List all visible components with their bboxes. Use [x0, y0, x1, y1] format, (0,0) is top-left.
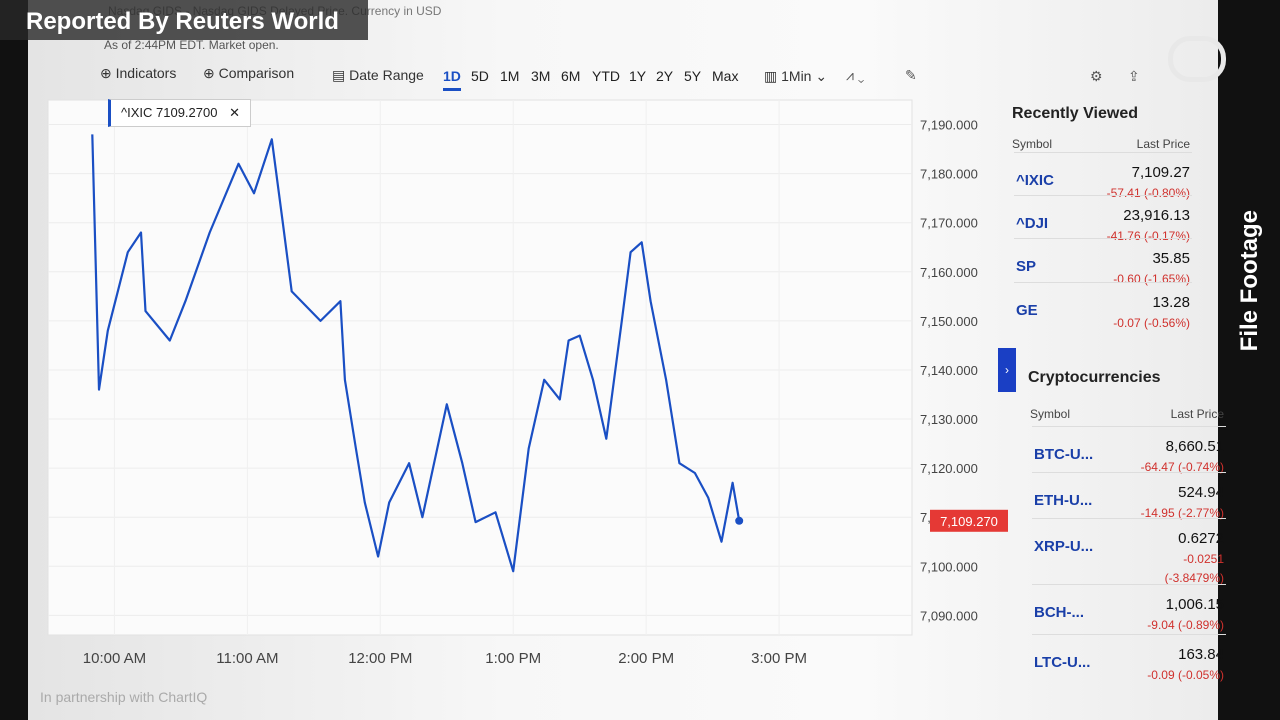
last-price: 1,006.15	[1165, 596, 1224, 613]
symbol-link[interactable]: SP	[1016, 258, 1037, 275]
symbol-link[interactable]: XRP-U...	[1034, 538, 1094, 555]
series-legend: ^IXIC 7109.2700 ✕	[108, 99, 251, 127]
x-tick-label: 10:00 AM	[83, 650, 146, 667]
symbol-link[interactable]: GE	[1016, 302, 1038, 319]
crypto-title: Cryptocurrencies	[1028, 369, 1161, 386]
interval-label: 1Min	[781, 68, 812, 84]
legend-close[interactable]: ✕	[229, 105, 240, 120]
x-tick-label: 11:00 AM	[216, 650, 278, 667]
x-tick-label: 3:00 PM	[751, 650, 807, 667]
last-price: 163.84	[1178, 646, 1224, 663]
range-button[interactable]: Max	[712, 68, 739, 84]
symbol-link[interactable]: ^DJI	[1016, 215, 1049, 232]
footer-note: In partnership with ChartIQ	[40, 689, 208, 705]
last-price-label: 7,109.270	[940, 514, 998, 529]
date-range-button[interactable]: ▤ Date Range	[332, 67, 424, 83]
market-status: As of 2:44PM EDT. Market open.	[104, 38, 279, 52]
range-button[interactable]: 1Y	[629, 68, 647, 84]
symbol-link[interactable]: BTC-U...	[1034, 446, 1094, 463]
symbol-link[interactable]: BCH-...	[1034, 604, 1084, 621]
price-change: -64.47 (-0.74%)	[1140, 460, 1224, 474]
last-price-badge	[930, 509, 1008, 532]
range-button[interactable]: 3M	[531, 68, 551, 84]
y-tick-label: 7,140.000	[920, 363, 978, 378]
column-header: Last Price	[1136, 137, 1190, 151]
last-price: 23,916.13	[1123, 207, 1190, 224]
column-header: Symbol	[1030, 407, 1071, 421]
settings-button[interactable]: ⚙	[1090, 68, 1103, 84]
x-tick-label: 2:00 PM	[618, 650, 674, 667]
row-divider	[1032, 472, 1226, 473]
row-divider	[1032, 518, 1226, 519]
last-point	[735, 516, 744, 525]
row-divider	[1014, 238, 1192, 239]
y-tick-label: 7,150.000	[920, 314, 978, 329]
logo	[1168, 36, 1226, 82]
draw-button[interactable]: ✎	[905, 67, 917, 83]
price-change: -9.04 (-0.89%)	[1147, 618, 1224, 632]
price-change: -0.07 (-0.56%)	[1113, 316, 1190, 330]
video-caption: Reported By Reuters World	[0, 0, 368, 40]
y-tick-label: 7,160.000	[920, 265, 978, 280]
price-change: -0.0251 (-3.8479%)	[1164, 552, 1224, 585]
last-price: 8,660.51	[1165, 438, 1224, 455]
y-tick-label: 7,190.000	[920, 118, 978, 133]
x-tick-label: 1:00 PM	[485, 650, 541, 667]
recent-title: Recently Viewed	[1012, 105, 1138, 122]
row-divider	[1032, 584, 1226, 585]
symbol-link[interactable]: ^IXIC	[1016, 172, 1054, 189]
range-button[interactable]: YTD	[592, 68, 620, 84]
price-change: -0.60 (-1.65%)	[1113, 272, 1190, 286]
column-header: Last Price	[1170, 407, 1224, 421]
row-divider	[1032, 634, 1226, 635]
legend-name: ^IXIC	[121, 105, 153, 120]
row-divider	[1014, 152, 1192, 153]
price-change: -57.41 (-0.80%)	[1106, 186, 1190, 200]
range-button[interactable]: 1D	[443, 68, 461, 91]
last-price: 0.6272	[1178, 530, 1224, 547]
x-tick-label: 12:00 PM	[348, 650, 412, 667]
y-tick-label: 7,100.000	[920, 559, 978, 574]
price-change: -14.95 (-2.77%)	[1140, 506, 1224, 520]
range-button[interactable]: 2Y	[656, 68, 674, 84]
range-button[interactable]: 1M	[500, 68, 520, 84]
row-divider	[1014, 195, 1192, 196]
indicators-label: Indicators	[115, 65, 177, 81]
symbol-link[interactable]: LTC-U...	[1034, 654, 1091, 671]
comparison-label: Comparison	[218, 65, 295, 81]
side-label: File Footage	[1236, 210, 1263, 352]
y-tick-label: 7,090.000	[920, 608, 978, 623]
chart-style-button[interactable]: ⩘ ⌄	[846, 67, 865, 83]
comparison-button[interactable]: ⊕ Comparison	[203, 65, 295, 81]
date-range-label: Date Range	[349, 67, 424, 83]
interval-button[interactable]: ▥ 1Min ⌄	[764, 68, 828, 84]
column-header: Symbol	[1012, 137, 1053, 151]
share-button[interactable]: ⇪	[1128, 68, 1140, 84]
range-button[interactable]: 6M	[561, 68, 581, 84]
y-tick-label: 7,180.000	[920, 167, 978, 182]
indicators-button[interactable]: ⊕ Indicators	[100, 65, 177, 81]
y-tick-label: 7,130.000	[920, 412, 978, 427]
range-button[interactable]: 5Y	[684, 68, 702, 84]
plot-area	[47, 99, 913, 636]
last-price: 524.94	[1178, 484, 1224, 501]
price-change: -41.76 (-0.17%)	[1106, 229, 1190, 243]
y-tick-label: 7,120.000	[920, 461, 978, 476]
row-divider	[1014, 282, 1192, 283]
row-divider	[1032, 426, 1226, 427]
panel-toggle[interactable]: ›	[998, 348, 1016, 392]
last-price: 13.28	[1152, 294, 1190, 311]
last-price: 7,109.27	[1131, 164, 1190, 181]
range-button[interactable]: 5D	[471, 68, 489, 84]
last-price: 35.85	[1152, 250, 1190, 267]
y-tick-label: 7,170.000	[920, 216, 978, 231]
legend-value: 7109.2700	[156, 105, 218, 120]
symbol-link[interactable]: ETH-U...	[1034, 492, 1093, 509]
price-change: -0.09 (-0.05%)	[1147, 668, 1224, 682]
price-line	[91, 134, 741, 573]
